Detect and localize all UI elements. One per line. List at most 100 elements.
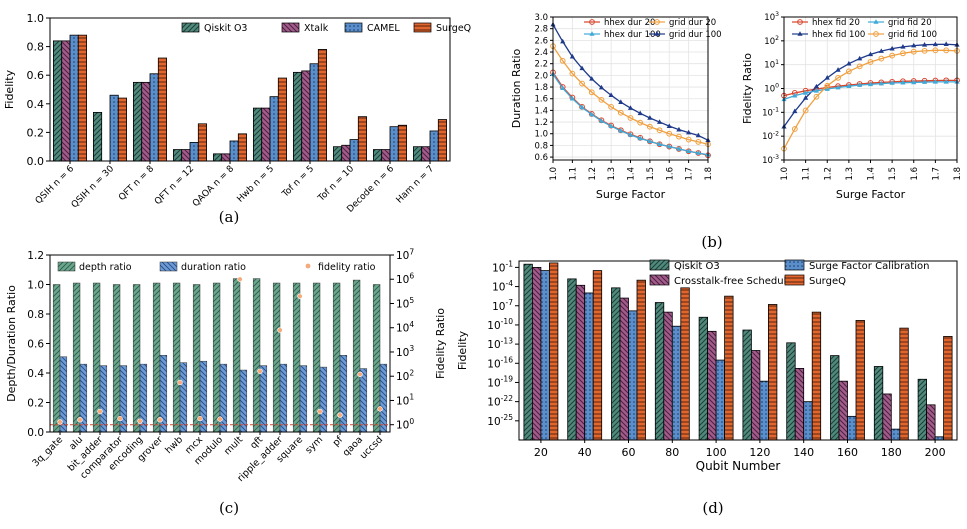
data-point: [686, 148, 692, 154]
data-point: [878, 80, 884, 86]
legend-marker: [654, 31, 660, 36]
data-point: [846, 83, 852, 88]
bar-qiskit-o3: [93, 111, 103, 162]
bar-qiskit-o3: [917, 378, 927, 441]
y-tick-label: 10-3: [762, 154, 779, 166]
bar-qiskit-o3: [742, 329, 752, 441]
legend-swatch: [413, 22, 432, 33]
data-point: [792, 92, 798, 98]
bar-depth-ratio: [112, 284, 121, 433]
caption-d: (d): [702, 499, 723, 517]
legend-marker: [305, 263, 311, 269]
data-point: [637, 135, 643, 141]
x-tick-label: hwb: [163, 434, 185, 456]
legend-label: fidelity ratio: [318, 262, 376, 273]
bar-surgeq: [768, 304, 778, 441]
legend-label: Xtalk: [304, 23, 329, 34]
bar-surge-factor-calibration: [759, 380, 769, 441]
data-point: [878, 48, 884, 53]
data-point: [666, 123, 672, 128]
x-axis-label: Surge Factor: [836, 188, 906, 201]
data-point: [569, 53, 575, 59]
legend-label: depth ratio: [79, 262, 132, 273]
bar-surgeq: [197, 123, 208, 162]
bar-duration-ratio: [319, 366, 328, 433]
y-tick-label: 10-19: [487, 375, 513, 390]
y-axis-label: Fidelity Ratio: [741, 53, 754, 124]
caption-a: (a): [219, 208, 240, 226]
legend-label: grid fid 100: [888, 30, 937, 40]
y-tick-label: 1.0: [27, 280, 44, 292]
legend-label: hhex fid 100: [812, 30, 865, 40]
bar-qiskit-o3: [252, 107, 263, 162]
y-tick-label: 10-22: [487, 394, 513, 409]
x-tick-label: QFT n = 8: [117, 164, 156, 203]
y-tick-label: 2.0: [534, 71, 548, 81]
y-tick-label: 0.6: [534, 153, 548, 163]
legend-swatch: [649, 274, 670, 286]
chart-d: 10-1 10-4 10-7 10-10 10-13 10-16 10-19 10-22 10-…: [456, 259, 958, 473]
x-tick-label: QAOA n = 8: [191, 164, 236, 209]
bar-surge-factor-calibration: [715, 359, 725, 441]
fidelity-point: [297, 293, 303, 299]
bar-xtalk: [181, 149, 191, 162]
x-tick-label: 1.0: [549, 167, 559, 181]
x-tick-label: sym: [303, 434, 325, 456]
bar-qiskit-o3: [873, 366, 884, 441]
legend-marker: [873, 31, 879, 37]
y-tick-label: 0.0: [27, 427, 44, 439]
legend-swatch: [344, 22, 363, 33]
x-tick-label: 100: [706, 446, 727, 459]
bar-camel: [229, 140, 239, 162]
bar-depth-ratio: [72, 282, 81, 433]
bar-surge-factor-calibration: [803, 401, 813, 441]
bar-camel: [149, 73, 159, 162]
data-point: [846, 60, 852, 66]
bar-surge-factor-calibration: [671, 325, 682, 441]
data-point: [588, 110, 595, 117]
data-point: [569, 95, 575, 101]
bar-surge-factor-calibration: [540, 270, 550, 441]
bar-surgeq: [117, 97, 128, 162]
bar-duration-ratio: [179, 362, 188, 433]
x-tick-label: Tof n = 10: [316, 164, 356, 204]
data-point: [889, 52, 896, 59]
bar-qiskit-o3: [292, 71, 303, 162]
bar-qiskit-o3: [567, 278, 577, 441]
bar-duration-ratio: [239, 369, 248, 433]
bar-camel: [69, 34, 79, 162]
data-point: [589, 76, 595, 81]
bar-crosstalk-free-scheduler: [926, 404, 936, 441]
bar-surgeq: [943, 336, 953, 441]
data-point: [911, 79, 917, 85]
fidelity-point: [237, 276, 243, 282]
data-point: [857, 55, 863, 61]
data-point: [598, 84, 605, 90]
x-tick-label: Tof n = 5: [280, 164, 316, 200]
legend-marker: [654, 19, 660, 25]
data-point: [656, 119, 663, 124]
bar-depth-ratio: [292, 282, 301, 433]
data-point: [598, 118, 605, 123]
series-line: [552, 45, 709, 145]
bar-surgeq: [724, 295, 734, 441]
y-tick-label: 0.8: [27, 41, 45, 54]
data-point: [647, 138, 653, 144]
data-point: [676, 133, 682, 140]
data-point: [637, 110, 643, 116]
y-tick-label: 2.6: [534, 36, 548, 46]
bar-xtalk: [141, 81, 151, 162]
bar-camel: [189, 142, 199, 162]
data-point: [666, 130, 673, 137]
y-tick-label: 1.2: [27, 250, 44, 262]
data-point: [598, 117, 605, 124]
data-point: [889, 80, 895, 85]
bar-qiskit-o3: [786, 342, 796, 441]
bar-qiskit-o3: [698, 316, 708, 441]
data-point: [932, 47, 939, 54]
legend-label: grid fid 20: [888, 18, 932, 28]
fidelity-point: [77, 417, 83, 423]
y-tick-label: 100: [764, 83, 779, 95]
data-point: [559, 57, 566, 64]
